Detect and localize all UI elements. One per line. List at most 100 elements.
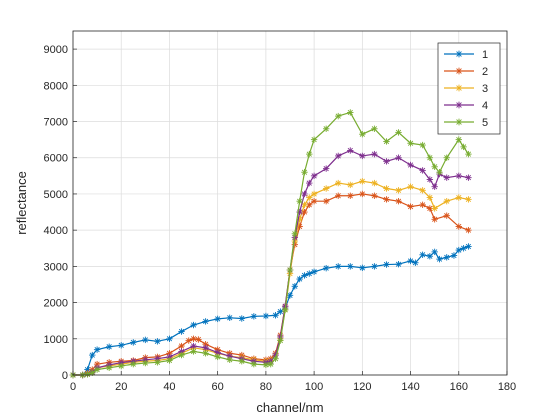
data-point: [371, 179, 378, 187]
data-point: [262, 312, 270, 320]
data-point: [465, 150, 472, 158]
data-point: [250, 313, 258, 320]
data-point: [407, 203, 414, 210]
data-point: [262, 361, 270, 369]
x-tick-label: 80: [260, 381, 272, 393]
data-point: [460, 245, 467, 252]
data-point: [166, 335, 173, 342]
data-point: [310, 190, 318, 198]
data-point: [322, 125, 330, 132]
data-point: [306, 201, 313, 209]
series-1: [69, 243, 472, 379]
legend-marker: [455, 101, 463, 109]
data-point: [272, 355, 279, 362]
data-point: [306, 270, 313, 277]
y-tick-label: 1000: [44, 334, 68, 346]
data-point: [142, 359, 149, 367]
data-point: [395, 129, 402, 136]
data-point: [395, 187, 402, 194]
data-point: [226, 356, 233, 363]
y-tick-label: 8000: [44, 80, 68, 92]
data-point: [130, 339, 137, 346]
data-point: [310, 172, 318, 180]
data-point: [238, 358, 245, 365]
data-point: [178, 351, 185, 359]
data-point: [301, 169, 308, 176]
data-point: [465, 174, 472, 181]
data-point: [455, 246, 462, 254]
data-point: [407, 140, 414, 147]
data-point: [419, 201, 426, 209]
data-point: [436, 255, 443, 263]
legend-marker: [455, 84, 463, 92]
data-point: [178, 328, 185, 335]
data-point: [395, 197, 402, 205]
data-point: [460, 143, 467, 151]
data-point: [190, 321, 197, 329]
legend-entry: 2: [444, 66, 488, 78]
y-tick-label: 3000: [44, 261, 68, 273]
y-tick-label: 2000: [44, 298, 68, 310]
x-tick-label: 40: [163, 381, 175, 393]
data-point: [465, 196, 472, 203]
legend-marker: [455, 118, 463, 126]
x-tick-label: 100: [305, 381, 323, 393]
data-point: [202, 350, 209, 357]
data-point: [238, 315, 245, 322]
data-point: [431, 163, 438, 170]
data-point: [190, 348, 197, 355]
data-point: [450, 252, 458, 259]
data-point: [301, 190, 308, 198]
data-point: [383, 158, 390, 165]
y-tick-label: 4000: [44, 225, 68, 237]
data-point: [93, 346, 101, 353]
data-point: [195, 336, 202, 343]
x-tick-label: 140: [401, 381, 419, 393]
data-point: [93, 366, 101, 373]
x-tick-label: 20: [115, 381, 127, 393]
data-point: [443, 212, 450, 219]
data-point: [296, 197, 303, 205]
data-point: [465, 243, 472, 250]
data-point: [281, 306, 289, 314]
data-point: [202, 344, 209, 352]
data-point: [426, 154, 434, 161]
data-point: [455, 172, 462, 180]
data-point: [84, 371, 91, 378]
x-tick-label: 160: [450, 381, 468, 393]
data-point: [322, 165, 330, 172]
data-point: [118, 362, 125, 370]
data-point: [443, 254, 450, 261]
legend-entry: 4: [444, 100, 488, 112]
legend: 1 2 3 4 5: [437, 42, 501, 135]
legend-label: 1: [482, 49, 488, 61]
series-5: [69, 109, 472, 379]
data-point: [267, 360, 274, 368]
data-point: [306, 150, 313, 158]
data-point: [166, 357, 173, 364]
data-point: [214, 353, 221, 361]
data-point: [359, 131, 366, 138]
data-point: [322, 185, 330, 192]
y-tick-label: 6000: [44, 153, 68, 165]
data-point: [226, 314, 233, 321]
legend-label: 4: [482, 100, 488, 112]
legend-entry: 1: [444, 49, 488, 61]
x-axis-title: channel/nm: [256, 400, 323, 415]
data-point: [395, 154, 402, 161]
data-point: [277, 337, 284, 344]
data-point: [371, 150, 378, 158]
axis-ticks: 0 20 40 60 80 100 120 140 160 180 0 1000 2000 3000 400…: [44, 44, 517, 393]
data-point: [335, 179, 342, 187]
legend-label: 2: [482, 66, 488, 78]
data-point: [455, 194, 462, 201]
data-point: [371, 263, 378, 270]
data-point: [431, 205, 438, 212]
data-point: [443, 174, 450, 181]
data-point: [178, 342, 185, 350]
data-point: [310, 197, 318, 205]
data-point: [412, 259, 419, 266]
data-point: [154, 338, 161, 345]
legend-marker: [455, 50, 463, 58]
data-point: [335, 152, 342, 160]
